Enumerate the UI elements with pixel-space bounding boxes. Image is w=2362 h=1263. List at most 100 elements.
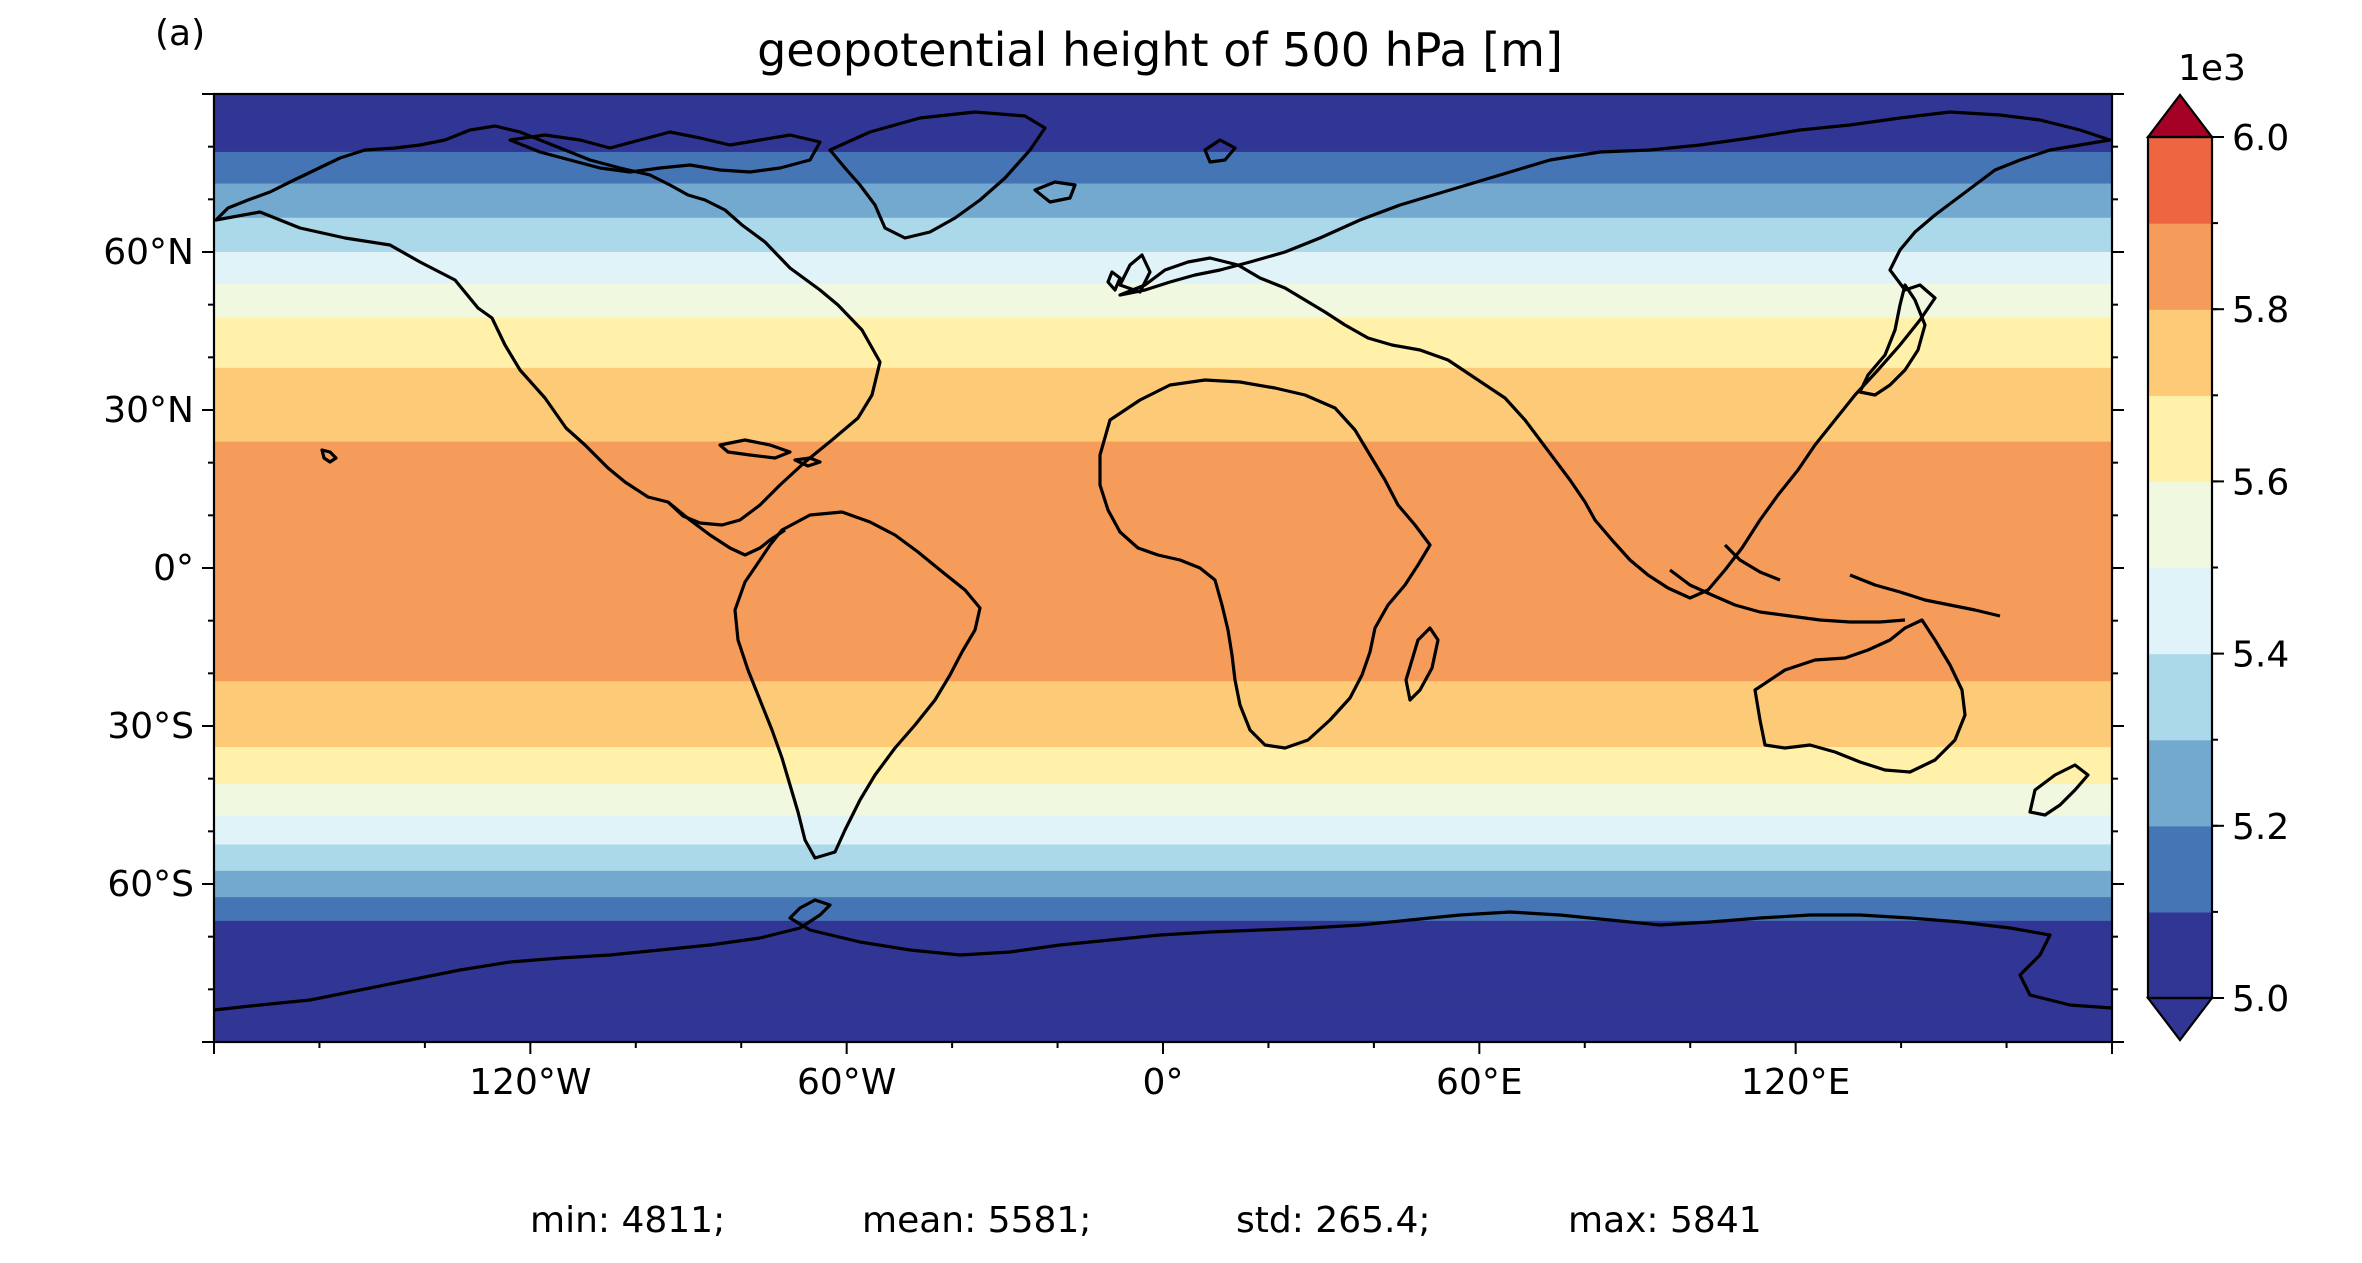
contour-band — [214, 504, 2112, 509]
contour-band — [214, 689, 2112, 693]
contour-band — [214, 259, 2112, 264]
contour-band — [214, 178, 2112, 182]
contour-band — [214, 215, 2112, 219]
contour-band — [214, 894, 2112, 898]
contour-band — [214, 499, 2112, 503]
contour-band — [214, 394, 2112, 398]
colorbar-ticks: 6.0 5.8 5.6 5.4 5.2 5.0 — [2212, 118, 2289, 1020]
contour-band — [214, 223, 2112, 227]
contour-band — [214, 565, 2112, 569]
colorbar-band — [2148, 223, 2212, 310]
contour-band — [214, 252, 2112, 256]
stat-mean: mean: 5581; — [862, 1200, 1092, 1241]
contour-band — [214, 233, 2112, 237]
contour-band — [214, 668, 2112, 672]
contour-band — [214, 225, 2112, 230]
contour-band — [214, 262, 2112, 266]
contour-band — [214, 931, 2112, 935]
contour-band — [214, 507, 2112, 511]
contour-band — [214, 691, 2112, 696]
contour-band — [214, 581, 2112, 585]
contour-band — [214, 173, 2112, 177]
contour-band — [214, 941, 2112, 946]
contour-band — [214, 970, 2112, 975]
contour-band — [214, 989, 2112, 993]
contour-band — [214, 681, 2112, 685]
contour-band — [214, 612, 2112, 617]
contour-band — [214, 383, 2112, 388]
contour-band — [214, 794, 2112, 798]
contour-band — [214, 812, 2112, 817]
coastline-north-america — [214, 124, 882, 527]
contour-band — [214, 273, 2112, 277]
contour-band — [214, 467, 2112, 472]
contour-band — [214, 481, 2112, 485]
contour-band — [214, 905, 2112, 909]
contour-band — [214, 865, 2112, 869]
contour-band — [214, 562, 2112, 567]
contour-band — [214, 238, 2112, 243]
contour-band — [214, 965, 2112, 970]
coastline-madagascar — [1404, 626, 1440, 702]
contour-band — [214, 154, 2112, 158]
contour-band — [214, 1023, 2112, 1027]
contour-band — [214, 151, 2112, 156]
coastline-antarctica — [214, 898, 2112, 1012]
colorbar-band — [2148, 739, 2212, 827]
contour-band — [214, 797, 2112, 801]
contour-band — [214, 618, 2112, 622]
contour-band — [214, 375, 2112, 380]
contour-band — [214, 381, 2112, 385]
contour-band — [214, 1015, 2112, 1020]
contour-band — [214, 188, 2112, 193]
colorbar-tick-label: 5.0 — [2232, 979, 2289, 1020]
contour-band — [214, 560, 2112, 564]
contour-band — [214, 423, 2112, 427]
lat-tick-label: 30°N — [103, 390, 194, 431]
contour-band — [214, 475, 2112, 480]
contour-band — [214, 947, 2112, 951]
contour-band — [214, 101, 2112, 106]
contour-band — [214, 552, 2112, 556]
contour-band — [214, 939, 2112, 943]
contour-band — [214, 639, 2112, 643]
colorbar-band — [2148, 137, 2212, 224]
contour-band — [214, 367, 2112, 372]
contour-band — [214, 138, 2112, 143]
contour-band — [214, 96, 2112, 101]
contour-band — [214, 133, 2112, 137]
contour-band — [214, 723, 2112, 727]
contour-band — [214, 525, 2112, 530]
contour-band — [214, 957, 2112, 962]
contour-band — [214, 539, 2112, 543]
contour-band — [214, 352, 2112, 356]
contour-band — [214, 399, 2112, 403]
contour-band — [214, 633, 2112, 638]
contour-band — [214, 491, 2112, 496]
contour-band — [214, 702, 2112, 706]
contour-band — [214, 159, 2112, 164]
lat-axis: 60°N 30°N 0° 30°S 60°S — [103, 93, 2124, 1043]
lon-tick-label: 60°W — [797, 1062, 896, 1103]
contour-band — [214, 720, 2112, 725]
stat-std: std: 265.4; — [1236, 1200, 1431, 1241]
contour-band — [214, 915, 2112, 920]
contour-band — [214, 441, 2112, 446]
contour-band — [214, 999, 2112, 1004]
contour-band — [214, 444, 2112, 448]
contour-band — [214, 323, 2112, 327]
contour-band — [214, 752, 2112, 756]
contour-band — [214, 857, 2112, 862]
panel-label: (a) — [155, 13, 205, 54]
colorbar-band — [2148, 309, 2212, 396]
contour-band — [214, 486, 2112, 490]
contour-band — [214, 460, 2112, 464]
contour-band — [214, 523, 2112, 527]
contour-band — [214, 1020, 2112, 1025]
contour-band — [214, 402, 2112, 406]
contour-band — [214, 412, 2112, 417]
contour-band — [214, 818, 2112, 822]
contour-band — [214, 204, 2112, 209]
contour-band — [214, 107, 2112, 111]
lon-axis: 120°W 60°W 0° 60°E 120°E — [213, 1042, 2113, 1103]
